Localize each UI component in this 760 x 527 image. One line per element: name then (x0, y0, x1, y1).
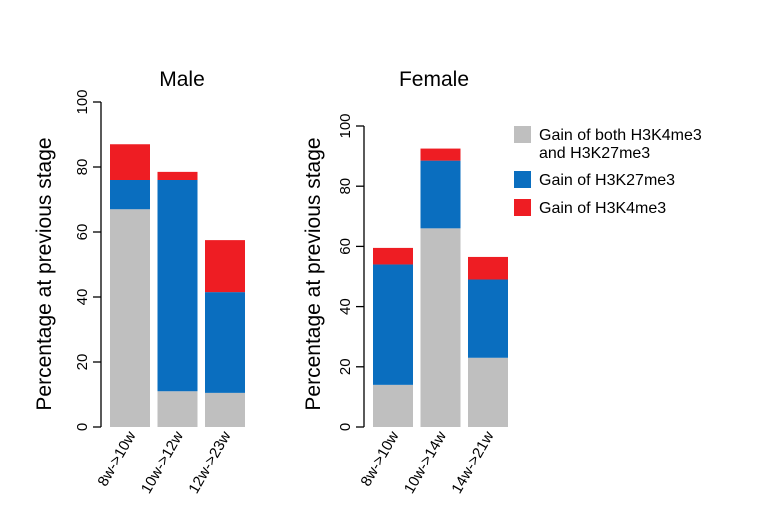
y-tick-label: 0 (74, 423, 91, 431)
y-tick-label: 20 (337, 358, 354, 375)
chart-title: Male (159, 68, 205, 91)
y-tick-label: 60 (74, 224, 91, 241)
bar-segment-gain-of-h3k4me3 (420, 148, 461, 161)
y-tick-label: 0 (337, 423, 354, 431)
legend-swatch (514, 126, 531, 143)
bar-segment-gain-of-both-h3k4me3-and-h3k27me3 (373, 384, 413, 427)
y-tick-label: 80 (337, 178, 354, 195)
legend-swatch (514, 199, 531, 216)
bar-segment-gain-of-h3k4me3 (373, 247, 413, 265)
bar-segment-gain-of-h3k27me3 (205, 292, 245, 393)
x-category-label: 12w->23w (185, 428, 234, 496)
bar-segment-gain-of-h3k4me3 (468, 256, 508, 280)
bar-segment-gain-of-h3k4me3 (110, 144, 150, 180)
legend-label: and H3K27me3 (539, 145, 650, 162)
y-tick-label: 100 (337, 113, 354, 138)
bar-segment-gain-of-h3k27me3 (468, 279, 508, 358)
y-tick-label: 20 (74, 354, 91, 371)
x-category-label: 10w->12w (138, 428, 187, 496)
y-tick-label: 80 (74, 159, 91, 176)
legend-swatch (514, 171, 531, 188)
bar-segment-gain-of-h3k27me3 (110, 180, 150, 210)
bar-segment-gain-of-h3k27me3 (157, 180, 198, 392)
bar-segment-gain-of-both-h3k4me3-and-h3k27me3 (157, 391, 198, 427)
bar-segment-gain-of-h3k4me3 (205, 240, 245, 293)
panel-female: Female Percentage at previous stage 0 20 40 6… (302, 68, 508, 497)
y-tick-label: 60 (337, 238, 354, 255)
y-axis-label: Percentage at previous stage (33, 137, 56, 410)
y-tick-label: 40 (337, 298, 354, 315)
panel-male: Male Percentage at previous stage 0 20 40 60 8… (33, 68, 245, 497)
legend-label: Gain of H3K4me3 (539, 200, 666, 217)
x-category-label: 14w->21w (448, 428, 497, 496)
chart-title: Female (399, 68, 469, 91)
x-category-label: 8w->10w (358, 428, 403, 489)
legend-label: Gain of H3K27me3 (539, 172, 675, 189)
legend-label: Gain of both H3K4me3 (539, 127, 702, 144)
x-category-label: 8w->10w (95, 428, 140, 489)
bar-segment-gain-of-both-h3k4me3-and-h3k27me3 (205, 392, 245, 427)
bar-segment-gain-of-h3k27me3 (373, 264, 413, 385)
x-category-label: 10w->14w (401, 428, 450, 496)
bar-segment-gain-of-both-h3k4me3-and-h3k27me3 (468, 357, 508, 427)
bar-segment-gain-of-both-h3k4me3-and-h3k27me3 (420, 228, 461, 427)
bar-segment-gain-of-both-h3k4me3-and-h3k27me3 (110, 209, 150, 427)
y-tick-label: 100 (74, 89, 91, 114)
y-tick-label: 40 (74, 289, 91, 306)
bar-segment-gain-of-h3k27me3 (420, 160, 461, 229)
bar-segment-gain-of-h3k4me3 (157, 171, 198, 180)
y-axis-label: Percentage at previous stage (302, 137, 325, 410)
